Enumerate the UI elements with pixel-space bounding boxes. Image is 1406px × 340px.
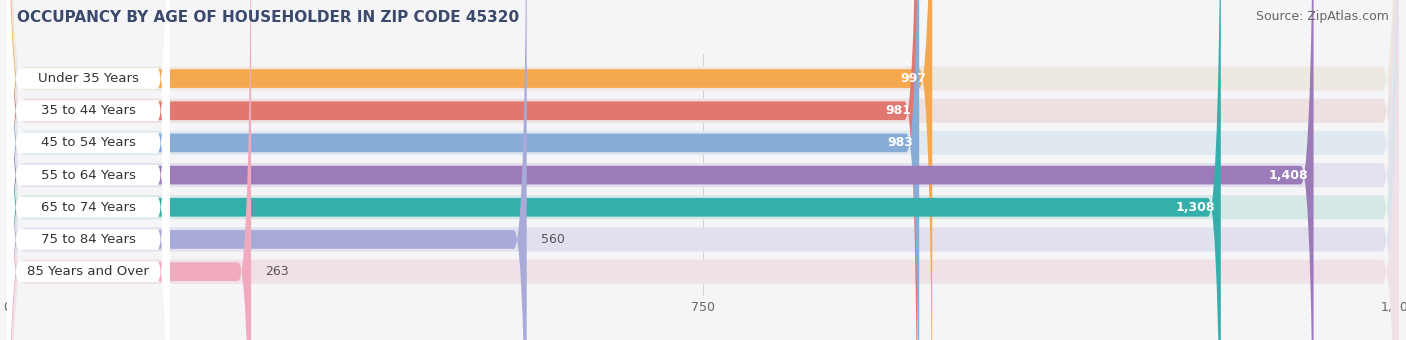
Text: 75 to 84 Years: 75 to 84 Years: [41, 233, 135, 246]
Text: OCCUPANCY BY AGE OF HOUSEHOLDER IN ZIP CODE 45320: OCCUPANCY BY AGE OF HOUSEHOLDER IN ZIP C…: [17, 10, 519, 25]
FancyBboxPatch shape: [7, 0, 1399, 340]
FancyBboxPatch shape: [7, 0, 1399, 340]
FancyBboxPatch shape: [7, 0, 170, 340]
FancyBboxPatch shape: [7, 0, 1399, 340]
FancyBboxPatch shape: [7, 0, 1220, 340]
FancyBboxPatch shape: [7, 0, 170, 340]
FancyBboxPatch shape: [7, 0, 932, 340]
FancyBboxPatch shape: [7, 0, 170, 340]
FancyBboxPatch shape: [7, 0, 1399, 340]
FancyBboxPatch shape: [7, 0, 170, 340]
FancyBboxPatch shape: [7, 0, 252, 340]
Text: 35 to 44 Years: 35 to 44 Years: [41, 104, 135, 117]
Text: 997: 997: [901, 72, 927, 85]
FancyBboxPatch shape: [7, 0, 1399, 340]
Text: Source: ZipAtlas.com: Source: ZipAtlas.com: [1256, 10, 1389, 23]
FancyBboxPatch shape: [7, 0, 170, 340]
Text: 55 to 64 Years: 55 to 64 Years: [41, 169, 135, 182]
Text: 1,408: 1,408: [1268, 169, 1308, 182]
Text: 981: 981: [886, 104, 911, 117]
FancyBboxPatch shape: [7, 0, 1313, 340]
FancyBboxPatch shape: [7, 0, 920, 340]
Text: Under 35 Years: Under 35 Years: [38, 72, 139, 85]
FancyBboxPatch shape: [7, 0, 170, 340]
FancyBboxPatch shape: [7, 0, 527, 340]
Text: 263: 263: [264, 265, 288, 278]
Text: 45 to 54 Years: 45 to 54 Years: [41, 136, 135, 149]
FancyBboxPatch shape: [7, 0, 170, 340]
Text: 983: 983: [887, 136, 914, 149]
Text: 560: 560: [540, 233, 564, 246]
Text: 1,308: 1,308: [1175, 201, 1215, 214]
Text: 85 Years and Over: 85 Years and Over: [27, 265, 149, 278]
FancyBboxPatch shape: [7, 0, 1399, 340]
FancyBboxPatch shape: [7, 0, 917, 340]
FancyBboxPatch shape: [7, 0, 1399, 340]
Text: 65 to 74 Years: 65 to 74 Years: [41, 201, 135, 214]
